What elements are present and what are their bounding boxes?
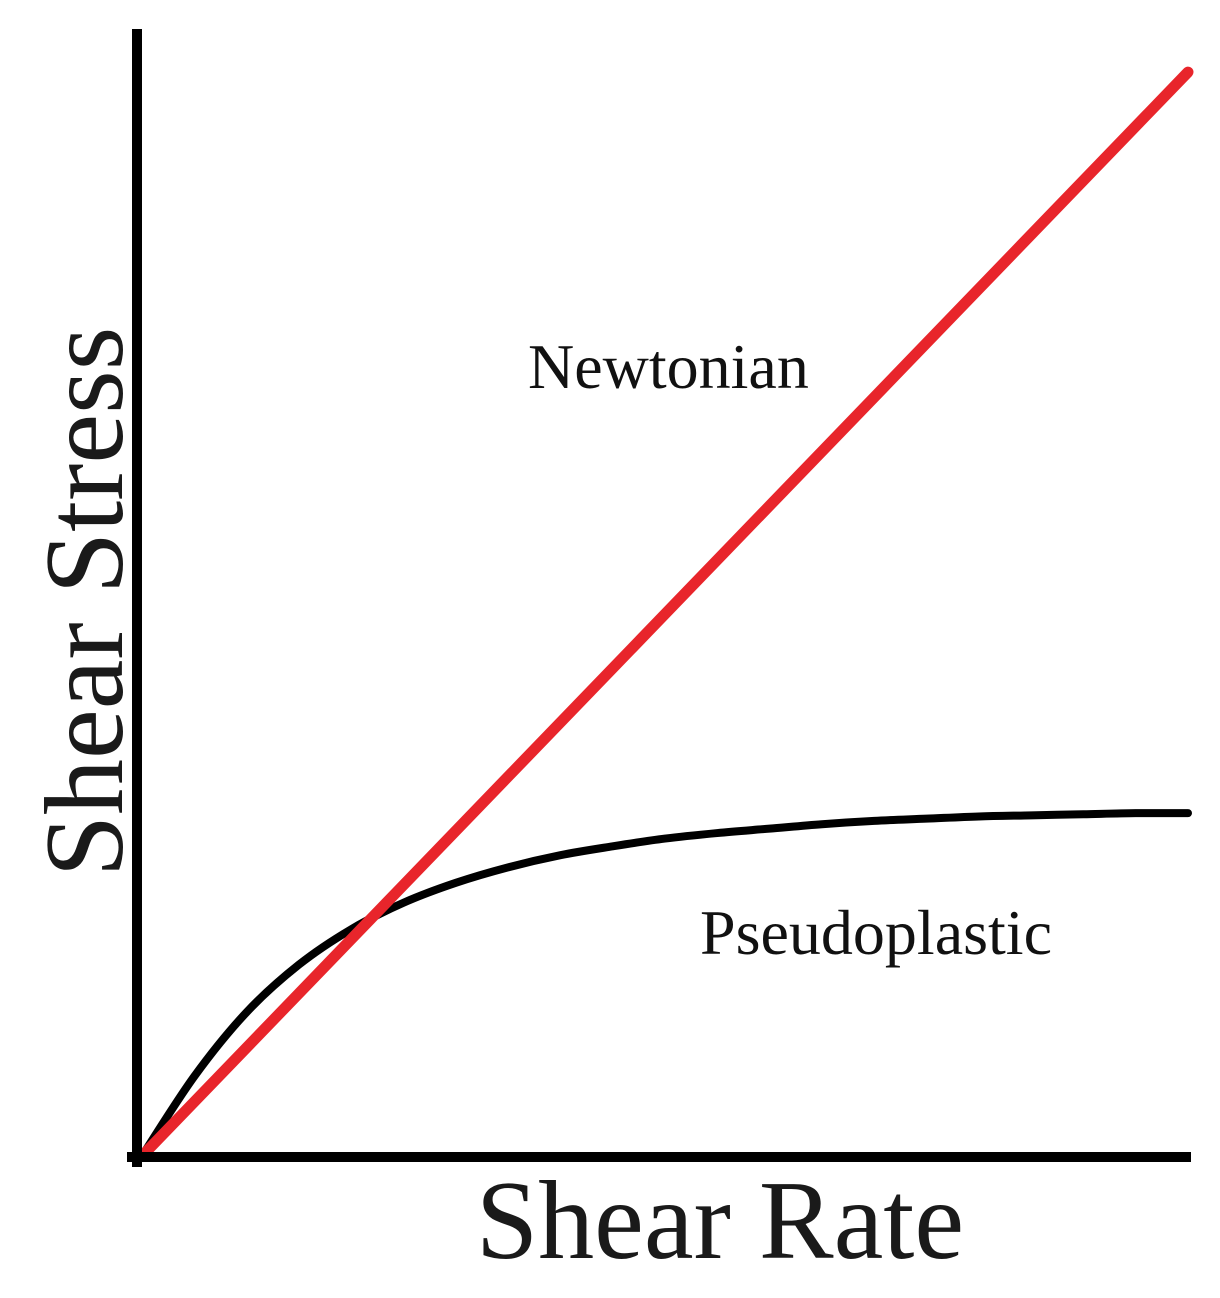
y-axis-title: Shear Stress (23, 327, 147, 878)
plot-area (136, 66, 1194, 1162)
series-label-newtonian: Newtonian (528, 331, 809, 402)
x-axis-title: Shear Rate (476, 1159, 964, 1283)
series-line-pseudoplastic (138, 809, 1192, 1160)
series-label-pseudoplastic: Pseudoplastic (700, 897, 1052, 968)
series-line-newtonian (136, 66, 1194, 1162)
